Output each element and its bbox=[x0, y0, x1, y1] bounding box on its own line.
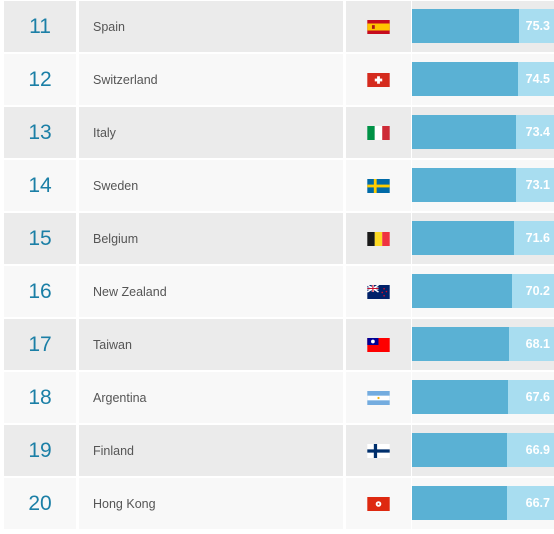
score-value: 71.6 bbox=[525, 231, 550, 245]
country-name: Italy bbox=[79, 107, 343, 158]
score-bar: 73.4 bbox=[412, 115, 554, 149]
rank-number: 17 bbox=[4, 319, 76, 370]
table-row: 17 Taiwan 68.1 bbox=[0, 319, 554, 372]
score-bar-fill bbox=[412, 168, 516, 202]
score-value: 75.3 bbox=[525, 19, 550, 33]
score-bar: 66.7 bbox=[412, 486, 554, 520]
score-bar-fill bbox=[412, 9, 519, 43]
table-row: 19 Finland 66.9 bbox=[0, 425, 554, 478]
rank-number: 18 bbox=[4, 372, 76, 423]
score-value: 68.1 bbox=[525, 337, 550, 351]
country-name: Sweden bbox=[79, 160, 343, 211]
country-name: Belgium bbox=[79, 213, 343, 264]
rank-number: 16 bbox=[4, 266, 76, 317]
score-bar-fill bbox=[412, 380, 508, 414]
score-bar: 71.6 bbox=[412, 221, 554, 255]
country-name: Finland bbox=[79, 425, 343, 476]
score-bar: 67.6 bbox=[412, 380, 554, 414]
country-name: New Zealand bbox=[79, 266, 343, 317]
rank-number: 14 bbox=[4, 160, 76, 211]
score-value: 70.2 bbox=[525, 284, 550, 298]
score-bar: 73.1 bbox=[412, 168, 554, 202]
table-row: 12 Switzerland 74.5 bbox=[0, 54, 554, 107]
flag-switzerland-icon bbox=[367, 72, 390, 87]
rank-number: 13 bbox=[4, 107, 76, 158]
score-bar-fill bbox=[412, 486, 507, 520]
rank-number: 20 bbox=[4, 478, 76, 529]
score-value: 73.1 bbox=[525, 178, 550, 192]
country-name: Hong Kong bbox=[79, 478, 343, 529]
score-value: 66.7 bbox=[525, 496, 550, 510]
country-name: Spain bbox=[79, 1, 343, 52]
score-value: 66.9 bbox=[525, 443, 550, 457]
score-bar: 70.2 bbox=[412, 274, 554, 308]
score-bar: 66.9 bbox=[412, 433, 554, 467]
flag-italy-icon bbox=[367, 125, 390, 140]
score-bar-fill bbox=[412, 221, 514, 255]
table-row: 18 Argentina 67.6 bbox=[0, 372, 554, 425]
flag-finland-icon bbox=[367, 443, 390, 458]
score-bar: 68.1 bbox=[412, 327, 554, 361]
rank-number: 11 bbox=[4, 1, 76, 52]
flag-argentina-icon bbox=[367, 390, 390, 405]
score-value: 74.5 bbox=[525, 72, 550, 86]
country-name: Argentina bbox=[79, 372, 343, 423]
score-bar-fill bbox=[412, 115, 517, 149]
score-value: 73.4 bbox=[525, 125, 550, 139]
table-row: 16 New Zealand 70.2 bbox=[0, 266, 554, 319]
flag-sweden-icon bbox=[367, 178, 390, 193]
rank-number: 19 bbox=[4, 425, 76, 476]
score-bar-fill bbox=[412, 274, 512, 308]
score-bar-fill bbox=[412, 433, 507, 467]
table-row: 20 Hong Kong 66.7 bbox=[0, 478, 554, 531]
score-value: 67.6 bbox=[525, 390, 550, 404]
rank-number: 15 bbox=[4, 213, 76, 264]
flag-new-zealand-icon bbox=[367, 284, 390, 299]
table-row: 14 Sweden 73.1 bbox=[0, 160, 554, 213]
rank-number: 12 bbox=[4, 54, 76, 105]
flag-taiwan-icon bbox=[367, 337, 390, 352]
score-bar: 74.5 bbox=[412, 62, 554, 96]
country-name: Taiwan bbox=[79, 319, 343, 370]
country-name: Switzerland bbox=[79, 54, 343, 105]
score-bar-fill bbox=[412, 62, 518, 96]
score-bar: 75.3 bbox=[412, 9, 554, 43]
score-bar-fill bbox=[412, 327, 509, 361]
table-row: 11 Spain 75.3 bbox=[0, 1, 554, 54]
flag-belgium-icon bbox=[367, 231, 390, 246]
table-row: 13 Italy 73.4 bbox=[0, 107, 554, 160]
flag-spain-icon bbox=[367, 19, 390, 34]
flag-hong-kong-icon bbox=[367, 496, 390, 511]
table-row: 15 Belgium 71.6 bbox=[0, 213, 554, 266]
